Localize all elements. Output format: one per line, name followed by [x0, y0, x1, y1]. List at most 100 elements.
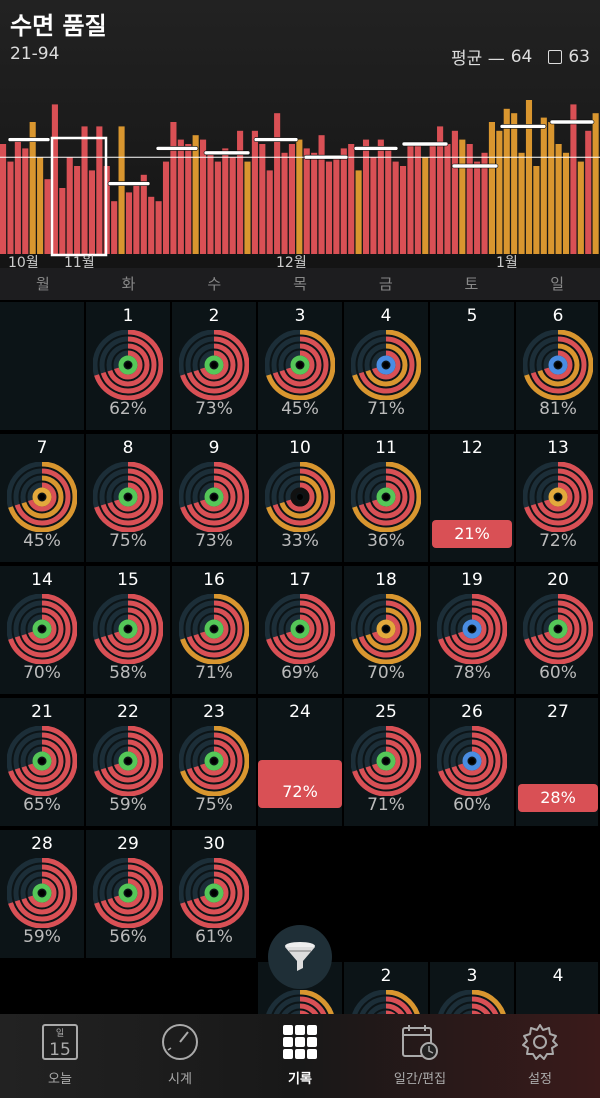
calendar-day-cell[interactable]: 14 70% — [0, 566, 84, 694]
chart-bar — [488, 122, 495, 254]
day-number: 3 — [466, 966, 478, 986]
weekday-fri: 금 — [378, 275, 393, 293]
sleep-rings-icon — [351, 330, 421, 400]
chart-bar — [370, 157, 377, 254]
calendar-day-cell[interactable]: 15 58% — [86, 566, 170, 694]
next-month-day-cell[interactable]: 4 — [516, 962, 598, 1022]
svg-text:15: 15 — [49, 1040, 71, 1060]
day-number: 26 — [461, 702, 483, 722]
calendar-day-cell[interactable]: 18 70% — [344, 566, 428, 694]
tab-clock-label: 시계 — [168, 1072, 192, 1087]
calendar-day-cell[interactable]: 5 — [430, 302, 514, 430]
chart-bar — [244, 161, 251, 254]
calendar-day-cell[interactable]: 1 62% — [86, 302, 170, 430]
sleep-rings-icon — [93, 462, 163, 532]
tab-settings[interactable]: 설정 — [480, 1014, 600, 1098]
calendar-day-cell[interactable]: 20 60% — [516, 566, 598, 694]
sleep-rings-icon — [523, 330, 593, 400]
calendar-day-cell[interactable]: 10 33% — [258, 434, 342, 562]
calendar-day-cell[interactable]: 30 61% — [172, 830, 256, 958]
calendar-day-cell[interactable]: 19 78% — [430, 566, 514, 694]
calendar-day-cell[interactable]: 8 75% — [86, 434, 170, 562]
chart-bar — [555, 144, 562, 254]
chart-bar — [355, 170, 362, 254]
tab-daily-edit[interactable]: 일간/편집 — [360, 1014, 480, 1098]
chart-bar — [318, 135, 325, 254]
next-month-day-cell[interactable]: 3 — [430, 962, 514, 1022]
calendar-day-cell[interactable]: 9 73% — [172, 434, 256, 562]
calendar-day-cell[interactable]: 29 56% — [86, 830, 170, 958]
chart-bar — [459, 139, 466, 254]
calendar-day-cell[interactable]: 6 81% — [516, 302, 598, 430]
chart-bar — [392, 161, 399, 254]
chart-bar — [22, 148, 29, 254]
chart-bar — [281, 152, 288, 254]
chart-bar — [325, 161, 333, 254]
calendar-day-cell[interactable]: 16 71% — [172, 566, 256, 694]
calendar-day-cell[interactable]: 3 45% — [258, 302, 342, 430]
calendar-day-cell[interactable]: 13 72% — [516, 434, 598, 562]
chart-bar — [0, 144, 7, 254]
tab-records-label: 기록 — [288, 1072, 312, 1087]
week-average-marker — [451, 163, 499, 169]
weekday-mon: 월 — [35, 275, 50, 293]
calendar-day-cell[interactable]: 28 59% — [0, 830, 84, 958]
chart-bar — [570, 104, 577, 255]
sleep-rings-icon — [179, 462, 249, 532]
chart-bar — [81, 126, 88, 254]
chart-bar — [348, 144, 355, 254]
day-number: 13 — [547, 438, 569, 458]
sleep-rings-icon — [523, 462, 593, 532]
filter-button[interactable] — [268, 925, 332, 989]
tab-today[interactable]: 일 15 오늘 — [0, 1014, 120, 1098]
chart-bar — [111, 201, 118, 254]
sleep-rings-icon — [7, 726, 77, 796]
calendar-day-cell[interactable]: 27 28% — [516, 698, 598, 826]
chart-bar — [311, 152, 318, 254]
range-label: 21-94 — [10, 44, 60, 64]
calendar-day-cell[interactable]: 24 72% — [258, 698, 342, 826]
calendar-day-cell[interactable]: 2 73% — [172, 302, 256, 430]
quality-percent: 45% — [23, 531, 61, 551]
chart-bar — [148, 196, 155, 254]
quality-percent: 75% — [109, 531, 147, 551]
calendar-day-cell[interactable]: 22 59% — [86, 698, 170, 826]
chart-bar — [481, 152, 488, 254]
chart-bar — [214, 161, 221, 254]
chart-bar — [274, 113, 281, 254]
chart-bar — [155, 201, 162, 254]
quality-percent: 33% — [281, 531, 319, 551]
chart-bar — [533, 166, 540, 254]
weekday-wed: 수 — [207, 275, 222, 293]
box-value: 63 — [568, 46, 590, 67]
chart-bar — [400, 166, 407, 254]
average-label: 평균 — — [451, 49, 505, 69]
day-number: 15 — [117, 570, 139, 590]
tab-records[interactable]: 기록 — [240, 1014, 360, 1098]
calendar-clock-icon — [402, 1025, 438, 1060]
chart-bar — [429, 144, 436, 254]
selection-frame[interactable] — [50, 136, 108, 257]
next-month-day-cell[interactable]: 2 — [344, 962, 428, 1022]
month-tick-label: 11월 — [64, 255, 95, 268]
calendar-day-cell[interactable]: 26 60% — [430, 698, 514, 826]
weekday-thu: 목 — [293, 275, 307, 293]
sleep-rings-icon — [7, 462, 77, 532]
week-average-marker — [155, 146, 199, 151]
calendar-day-cell[interactable]: 25 71% — [344, 698, 428, 826]
quality-badge: 28% — [518, 784, 598, 812]
calendar-day-cell[interactable]: 4 71% — [344, 302, 428, 430]
calendar-day-cell[interactable]: 23 75% — [172, 698, 256, 826]
funnel-icon — [285, 942, 315, 971]
week-average-marker — [549, 119, 595, 125]
day-number: 2 — [380, 966, 392, 986]
calendar-day-cell[interactable]: 11 36% — [344, 434, 428, 562]
tab-clock[interactable]: 시계 — [120, 1014, 240, 1098]
quality-percent: 36% — [367, 531, 405, 551]
calendar-day-cell[interactable]: 12 21% — [430, 434, 514, 562]
calendar-day-cell[interactable]: 21 65% — [0, 698, 84, 826]
calendar-day-cell[interactable]: 17 69% — [258, 566, 342, 694]
sleep-quality-bar-chart[interactable]: 10월 11월 12월 1월 — [0, 78, 600, 268]
quality-percent: 70% — [23, 663, 61, 683]
calendar-day-cell[interactable]: 7 45% — [0, 434, 84, 562]
